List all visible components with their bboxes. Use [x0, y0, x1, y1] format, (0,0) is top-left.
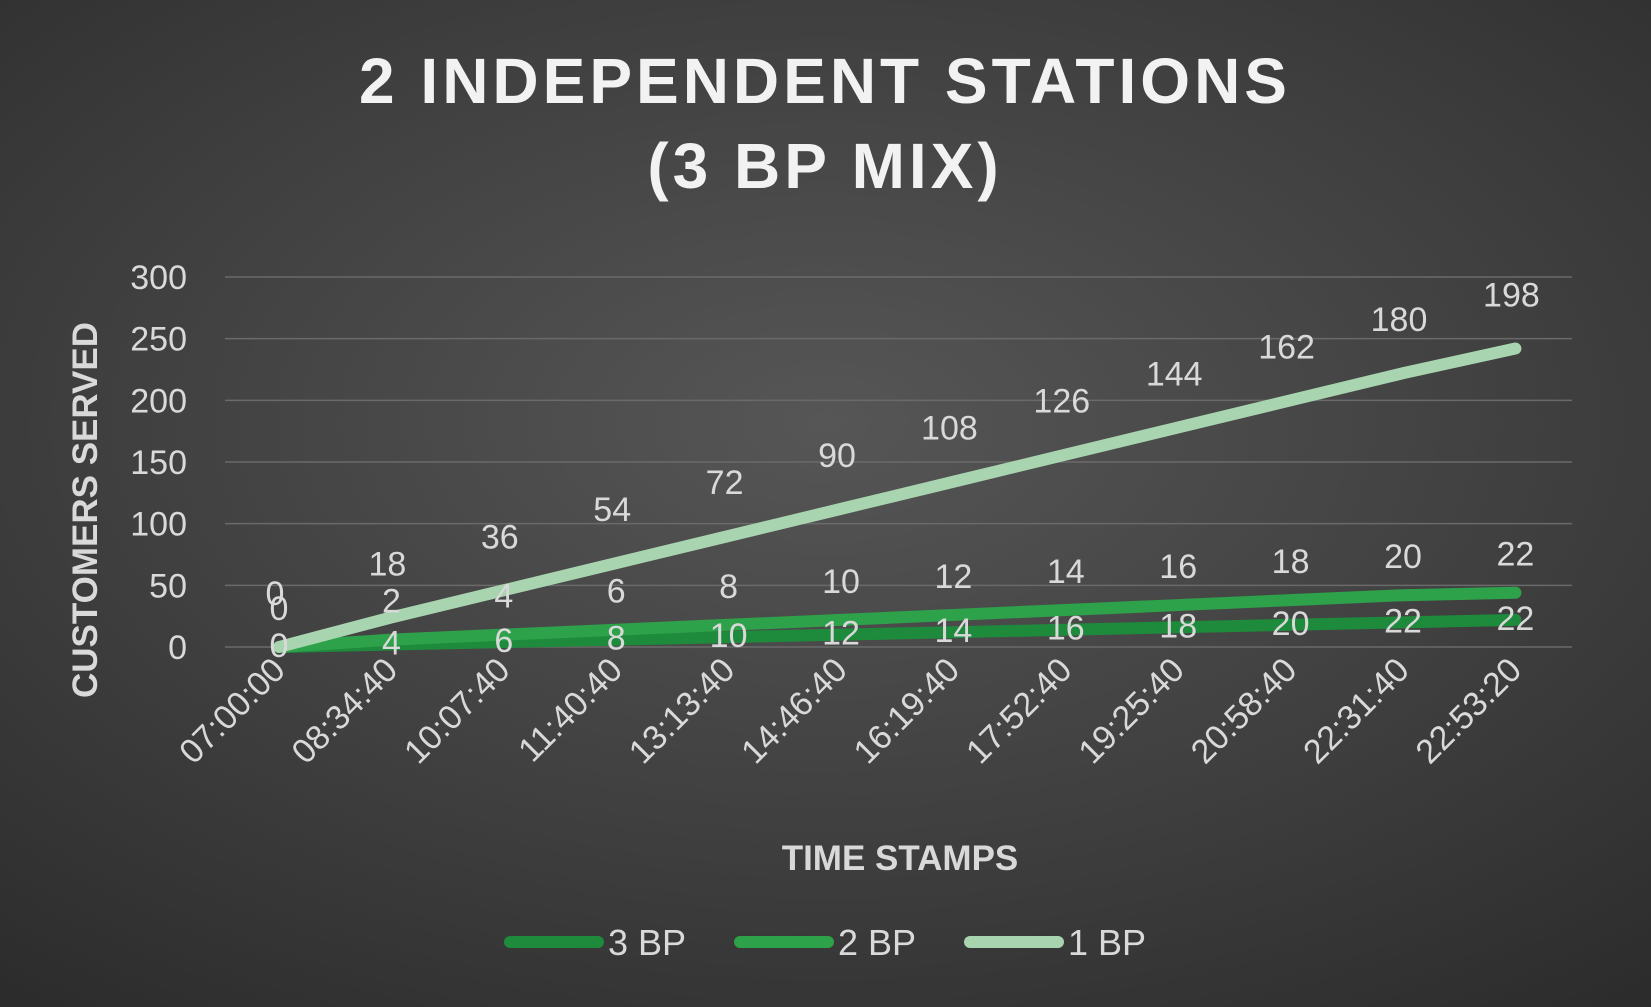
x-tick-label: 14:46:40 — [734, 651, 854, 771]
data-label-1bp: 0 — [266, 575, 285, 613]
data-label-2bp: 16 — [1047, 610, 1085, 648]
data-label-1bp: 18 — [368, 545, 406, 583]
y-tick-label: 100 — [130, 506, 187, 544]
data-label-1bp: 162 — [1258, 328, 1315, 366]
data-label-1bp: 72 — [706, 464, 744, 502]
gridlines — [225, 276, 1572, 648]
legend-label: 1 BP — [1068, 922, 1146, 963]
data-labels: 0 2 4 6 8 10 12 14 16 18 20 22 0 4 6 8 10 12 14 16 18 20 22 22 0… — [266, 277, 1540, 665]
data-label-2bp: 6 — [494, 622, 513, 660]
data-label-1bp: 198 — [1483, 277, 1540, 315]
data-label-3bp: 16 — [1159, 548, 1197, 586]
y-tick-label: 300 — [130, 259, 187, 297]
data-label-1bp: 90 — [818, 437, 856, 475]
x-tick-label: 16:19:40 — [847, 651, 967, 771]
x-tick-label: 11:40:40 — [511, 651, 630, 770]
data-label-3bp: 0 — [270, 590, 289, 628]
series-line-3-bp — [273, 613, 1522, 653]
data-label-2bp: 12 — [822, 615, 860, 653]
data-label-2bp: 4 — [382, 625, 401, 663]
y-axis-ticks: 0 50 100 150 200 250 300 — [130, 259, 187, 667]
data-label-3bp: 8 — [719, 568, 738, 606]
y-axis-title: CUSTOMERS SERVED — [66, 322, 105, 698]
data-label-2bp: 18 — [1159, 607, 1197, 645]
y-tick-label: 0 — [168, 629, 187, 667]
data-label-1bp: 144 — [1146, 355, 1203, 393]
x-axis-title: TIME STAMPS — [782, 839, 1019, 878]
data-label-3bp: 12 — [934, 558, 972, 596]
x-tick-label: 19:25:40 — [1071, 651, 1191, 771]
data-label-3bp: 2 — [382, 583, 401, 621]
data-label-2bp: 20 — [1272, 605, 1310, 643]
data-label-1bp: 126 — [1033, 383, 1090, 421]
data-label-2bp: 22 — [1384, 602, 1422, 640]
data-label-1bp: 54 — [593, 491, 631, 529]
x-tick-label: 13:13:40 — [622, 651, 742, 771]
y-tick-label: 50 — [149, 567, 187, 605]
data-label-3bp: 22 — [1496, 536, 1534, 574]
data-label-1bp: 180 — [1371, 301, 1428, 339]
legend-label: 2 BP — [838, 922, 916, 963]
data-label-3bp: 20 — [1384, 538, 1422, 576]
data-label-3bp: 6 — [607, 573, 626, 611]
data-label-3bp: 14 — [1047, 553, 1085, 591]
y-tick-label: 200 — [130, 382, 187, 420]
x-tick-label: 07:00:00 — [172, 651, 292, 771]
x-axis-ticks: 07:00:0008:34:4010:07:4011:40:4013:13:40… — [172, 651, 1529, 771]
y-tick-label: 250 — [130, 321, 187, 359]
legend-label: 3 BP — [608, 922, 686, 963]
data-label-3bp: 10 — [822, 563, 860, 601]
x-tick-label: 22:53:20 — [1409, 651, 1529, 771]
x-tick-label: 20:58:40 — [1184, 651, 1304, 771]
x-tick-label: 08:34:40 — [285, 651, 405, 771]
legend: 3 BP 2 BP 1 BP — [504, 922, 1146, 963]
data-label-3bp: 18 — [1272, 543, 1310, 581]
data-label-1bp: 108 — [921, 410, 978, 448]
data-label-2bp: 0 — [270, 627, 289, 665]
series-line-1-bp — [273, 342, 1522, 653]
chart-title-line1: 2 INDEPENDENT STATIONS — [359, 45, 1291, 117]
data-label-2bp: 8 — [607, 620, 626, 658]
x-tick-label: 17:52:40 — [959, 651, 1079, 771]
data-label-2bp: 22 — [1496, 600, 1534, 638]
data-label-1bp: 36 — [481, 518, 519, 556]
y-tick-label: 150 — [130, 444, 187, 482]
series-line-2-bp — [273, 586, 1522, 653]
data-label-2bp: 10 — [710, 617, 748, 655]
data-label-2bp: 14 — [934, 612, 972, 650]
x-tick-label: 10:07:40 — [397, 651, 517, 771]
x-tick-label: 22:31:40 — [1296, 651, 1416, 771]
series-lines — [273, 342, 1522, 653]
chart-title-line2: (3 BP MIX) — [647, 130, 1002, 202]
data-label-3bp: 4 — [494, 578, 513, 616]
